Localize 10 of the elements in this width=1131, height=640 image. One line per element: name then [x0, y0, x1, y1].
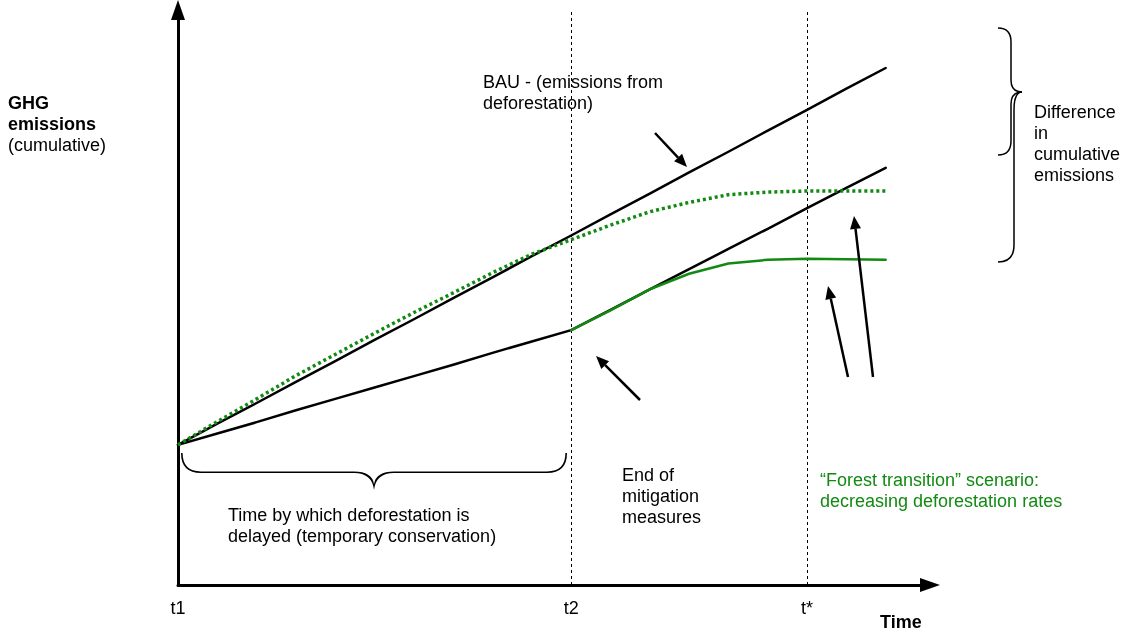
text: Difference in cumulative emissions — [1034, 102, 1122, 186]
x-axis-title: Time — [880, 612, 922, 633]
text: “Forest transition” scenario: decreasing deforestation rates — [820, 470, 1064, 512]
annotation: Time by which deforestation is delayed (temporary conservation) — [228, 505, 498, 547]
x-tick-label: t1 — [170, 598, 186, 618]
x-tick-label: t2 — [563, 598, 579, 618]
y-axis-title: GHG emissions (cumulative) — [8, 93, 107, 155]
x-tick-label: t* — [801, 598, 814, 618]
text: BAU - (emissions from deforestation) — [483, 72, 665, 114]
annotation: End of mitigation measures — [622, 465, 703, 528]
